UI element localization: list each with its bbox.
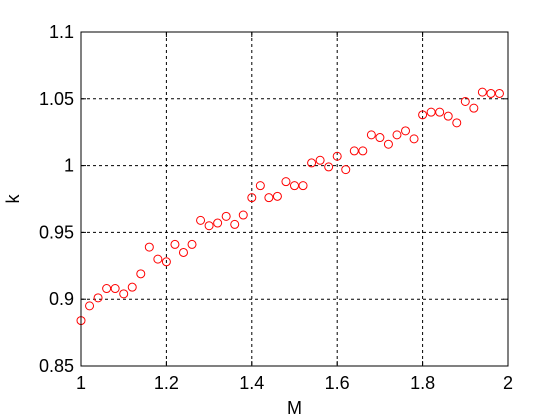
data-point [486,88,496,98]
data-point [324,162,334,172]
data-point [264,193,274,203]
y-tick-label: 0.9 [49,289,74,309]
y-tick-label: 0.95 [39,222,74,242]
data-point [247,193,257,203]
data-point [230,219,240,229]
x-tick-label: 2 [503,373,513,393]
data-point [477,87,487,97]
x-tick-labels: 1 1.2 1.4 1.6 1.8 2 [76,373,513,393]
data-point [366,130,376,140]
data-point [93,293,103,303]
data-point [469,103,479,113]
data-point [161,257,171,267]
data-point [383,139,393,149]
plot-area [81,32,508,366]
data-point [315,155,325,165]
data-point [281,177,291,187]
data-point [494,88,504,98]
data-point [298,181,308,191]
data-point [435,107,445,117]
data-point [401,126,411,136]
data-point [102,284,112,294]
data-point [187,239,197,249]
y-tick-label: 1.1 [49,22,74,42]
y-tick-label: 1 [64,156,74,176]
data-point [358,146,368,156]
data-point [332,151,342,161]
x-tick-label: 1.2 [154,373,179,393]
data-point [307,158,317,168]
data-point [409,134,419,144]
data-point [213,218,223,228]
data-point [392,130,402,140]
y-tick-label: 0.85 [39,356,74,376]
y-tick-labels: 0.85 0.9 0.95 1 1.05 1.1 [39,22,74,376]
data-point [349,146,359,156]
data-point [272,191,282,201]
data-point [255,181,265,191]
data-points [76,87,504,326]
x-axis-label: M [287,398,302,418]
data-point [221,211,231,221]
data-point [144,242,154,252]
data-point [196,215,206,225]
data-point [85,301,95,311]
data-point [426,107,436,117]
grid [81,32,508,366]
data-point [204,221,214,231]
plot-frame [80,31,509,367]
data-point [452,118,462,128]
x-tick-label: 1.8 [410,373,435,393]
data-point [290,181,299,191]
data-point [153,254,163,264]
data-point [443,111,453,121]
data-point [418,110,428,120]
y-tick-label: 1.05 [39,89,74,109]
x-tick-label: 1.6 [325,373,350,393]
data-point [460,96,470,106]
data-point [170,239,180,249]
data-point [136,269,146,279]
data-point [238,210,248,220]
x-tick-label: 1.4 [239,373,264,393]
data-point [119,289,129,299]
data-point [375,133,385,143]
data-point [110,284,120,294]
data-point [178,247,188,257]
y-axis-label: k [3,194,23,204]
data-point [127,282,137,292]
x-tick-label: 1 [76,373,86,393]
data-point [341,165,351,175]
